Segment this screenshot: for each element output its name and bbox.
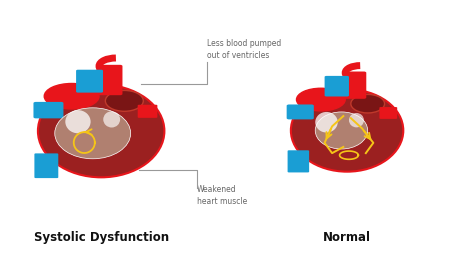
Ellipse shape [297,88,345,111]
FancyBboxPatch shape [287,104,314,119]
FancyBboxPatch shape [325,76,349,97]
Ellipse shape [105,90,143,111]
FancyBboxPatch shape [343,72,366,99]
Ellipse shape [55,108,131,159]
Ellipse shape [315,112,337,133]
FancyBboxPatch shape [76,70,103,93]
FancyBboxPatch shape [137,105,157,118]
Text: Weakened
heart muscle: Weakened heart muscle [197,185,247,206]
FancyBboxPatch shape [35,153,58,178]
Ellipse shape [349,113,364,127]
FancyBboxPatch shape [379,107,397,119]
Text: Less blood pumped
out of ventricles: Less blood pumped out of ventricles [207,39,281,59]
Ellipse shape [291,89,403,172]
Ellipse shape [315,112,368,149]
Ellipse shape [103,111,120,128]
FancyBboxPatch shape [288,150,309,173]
Ellipse shape [65,110,91,133]
Text: Normal: Normal [323,231,371,244]
FancyBboxPatch shape [97,65,122,95]
Ellipse shape [44,83,99,109]
Ellipse shape [351,94,384,113]
FancyBboxPatch shape [34,102,64,118]
Text: Systolic Dysfunction: Systolic Dysfunction [34,231,169,244]
Ellipse shape [38,85,164,177]
